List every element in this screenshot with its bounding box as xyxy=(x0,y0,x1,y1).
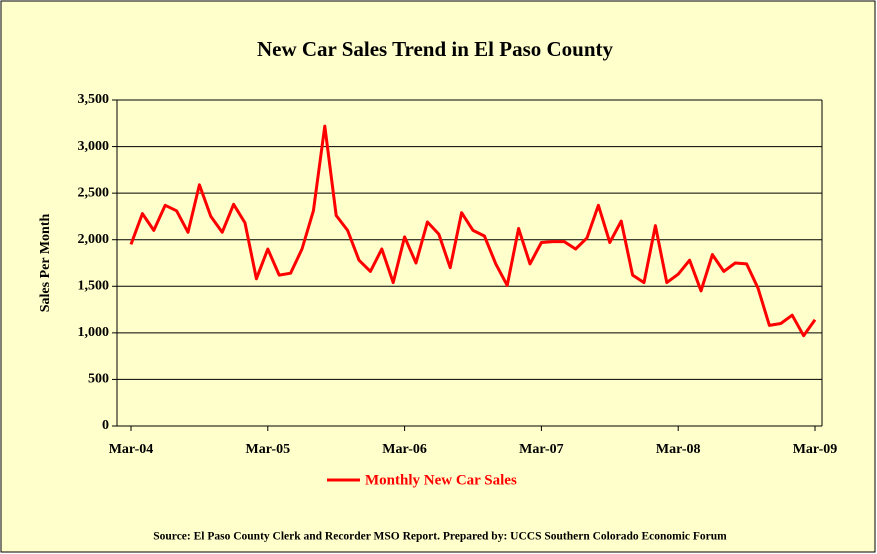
x-tick-label: Mar-08 xyxy=(656,442,701,457)
x-tick-label: Mar-06 xyxy=(382,442,427,457)
y-tick-label: 2,000 xyxy=(78,232,110,247)
y-tick-label: 3,500 xyxy=(78,92,110,107)
series-line xyxy=(129,124,817,338)
x-tick-label: Mar-07 xyxy=(519,442,564,457)
y-tick-label: 1,500 xyxy=(78,279,110,294)
legend-label: Monthly New Car Sales xyxy=(365,472,517,488)
y-tick-label: 1,000 xyxy=(78,325,110,340)
plot-area xyxy=(117,100,822,426)
y-axis-label: Sales Per Month xyxy=(38,214,53,313)
source-note: Source: El Paso County Clerk and Recorde… xyxy=(153,531,727,543)
y-tick-label: 2,500 xyxy=(78,185,110,200)
y-tick-label: 3,000 xyxy=(78,139,110,154)
y-tick-label: 0 xyxy=(102,418,109,433)
y-tick-label: 500 xyxy=(88,372,109,387)
x-tick-label: Mar-05 xyxy=(246,442,291,457)
x-tick-label: Mar-09 xyxy=(793,442,838,457)
x-tick-label: Mar-04 xyxy=(109,442,154,457)
chart-title: New Car Sales Trend in El Paso County xyxy=(257,37,614,61)
